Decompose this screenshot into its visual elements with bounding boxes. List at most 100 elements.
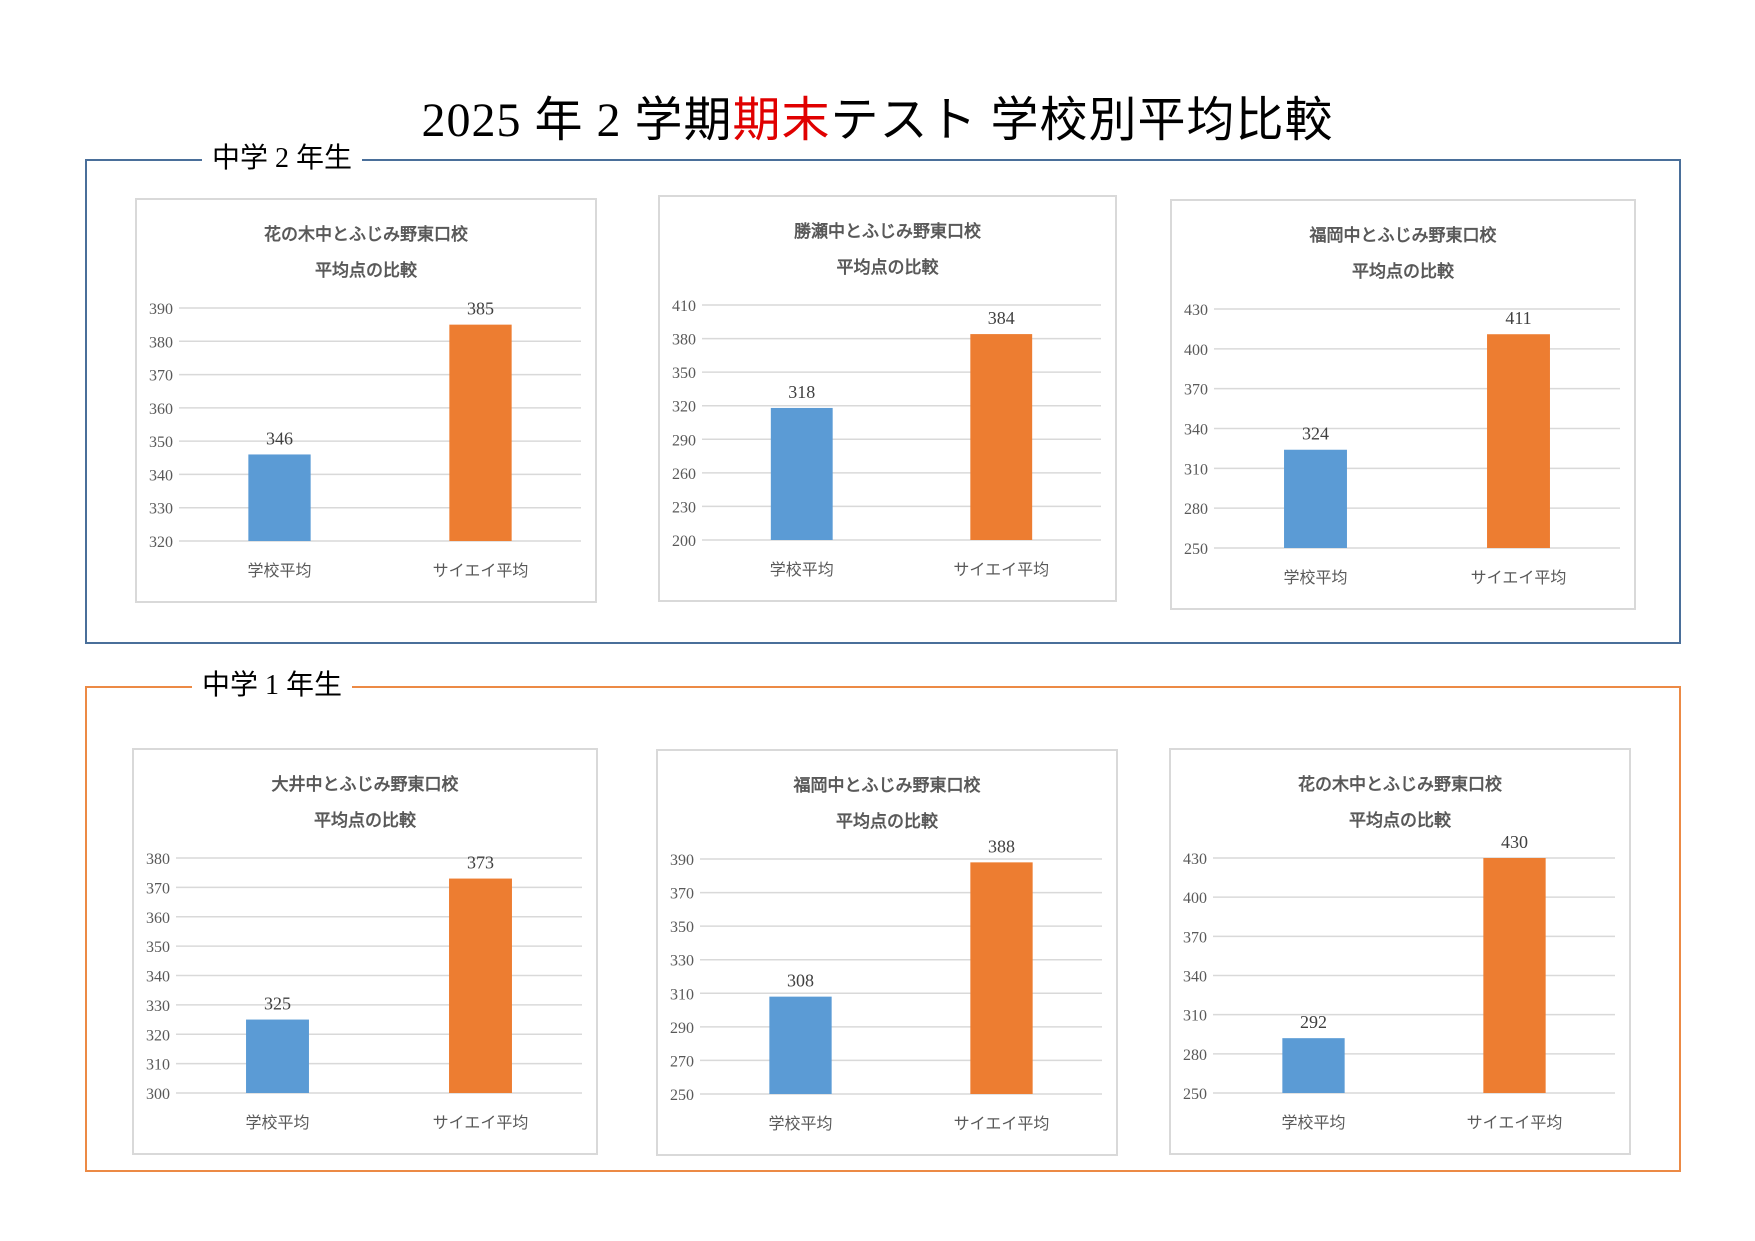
y-tick-label: 360 xyxy=(149,401,173,418)
y-tick-label: 380 xyxy=(672,332,696,349)
y-tick-label: 380 xyxy=(146,851,170,868)
y-tick-label: 390 xyxy=(670,852,694,869)
chart-2: 勝瀬中とふじみ野東口校 平均点の比較 200 230 260 290 320 350 380… xyxy=(658,195,1117,602)
title-part3: テスト 学校別平均比較 xyxy=(830,94,1334,147)
group-label: 中学 2 年生 xyxy=(202,141,363,177)
y-tick-label: 400 xyxy=(1184,342,1208,359)
chart-1: 花の木中とふじみ野東口校 平均点の比較 320 330 340 350 360 370 38… xyxy=(135,198,597,603)
data-label: 318 xyxy=(788,382,815,402)
chart-plot: 250 280 310 340 370 400 430 292 学校平均 430 サイエイ平均 xyxy=(1183,832,1615,1132)
chart-title: 勝瀬中とふじみ野東口校 xyxy=(794,222,981,242)
y-tick-label: 200 xyxy=(672,533,696,550)
y-tick-label: 350 xyxy=(146,939,170,956)
data-label: 346 xyxy=(266,428,293,448)
chart-6: 花の木中とふじみ野東口校 平均点の比較 250 280 310 340 370 400 43… xyxy=(1169,748,1631,1155)
chart-title: 福岡中とふじみ野東口校 xyxy=(793,776,981,796)
chart-plot: 320 330 340 350 360 370 380 390 346 学校平均 385 サイエイ平均 xyxy=(149,299,581,580)
y-tick-label: 430 xyxy=(1183,851,1207,868)
data-label: 430 xyxy=(1501,832,1528,852)
y-tick-label: 350 xyxy=(670,919,694,936)
x-category-label: 学校平均 xyxy=(245,1113,309,1132)
y-tick-label: 270 xyxy=(670,1053,694,1070)
chart-3: 福岡中とふじみ野東口校 平均点の比較 250 280 310 340 370 400 430… xyxy=(1170,199,1636,610)
y-tick-label: 380 xyxy=(149,334,173,351)
y-tick-label: 340 xyxy=(146,969,170,986)
y-tick-label: 370 xyxy=(1184,382,1208,399)
y-tick-label: 310 xyxy=(670,986,694,1003)
bar-saiei-average xyxy=(1483,858,1546,1093)
x-category-label: サイエイ平均 xyxy=(433,1113,529,1132)
y-tick-label: 310 xyxy=(146,1057,170,1074)
page-title: 2025 年 2 学期期末テスト 学校別平均比較 xyxy=(0,80,1755,150)
chart-plot: 200 230 260 290 320 350 380 410 318 学校平均 384 サイエイ平均 xyxy=(672,298,1101,579)
chart-subtitle: 平均点の比較 xyxy=(314,811,416,831)
title-highlight: 期末 xyxy=(732,94,831,147)
y-tick-label: 320 xyxy=(672,399,696,416)
chart-plot: 300 310 320 330 340 350 360 370 380 325 学校平均 373 サイエ… xyxy=(146,851,582,1132)
x-category-label: サイエイ平均 xyxy=(433,561,529,580)
y-tick-label: 340 xyxy=(149,467,173,484)
bar-school-average xyxy=(246,1019,309,1093)
title-part1: 2025 年 2 学期 xyxy=(421,94,733,147)
chart-title: 花の木中とふじみ野東口校 xyxy=(1298,775,1502,795)
group-grade2: 中学 2 年生 xyxy=(85,141,1681,644)
data-label: 324 xyxy=(1302,424,1329,444)
bar-saiei-average xyxy=(970,334,1033,540)
x-category-label: 学校平均 xyxy=(247,561,311,580)
chart-subtitle: 平均点の比較 xyxy=(1352,262,1454,282)
y-tick-label: 250 xyxy=(670,1087,694,1104)
chart-subtitle: 平均点の比較 xyxy=(836,258,939,278)
y-tick-label: 250 xyxy=(1183,1086,1207,1103)
data-label: 292 xyxy=(1300,1012,1327,1032)
y-tick-label: 330 xyxy=(670,953,694,970)
x-category-label: サイエイ平均 xyxy=(1467,1113,1563,1132)
y-tick-label: 250 xyxy=(1184,541,1208,558)
x-category-label: サイエイ平均 xyxy=(953,560,1049,579)
group-grade1: 中学 1 年生 xyxy=(85,668,1681,1172)
x-category-label: サイエイ平均 xyxy=(1471,568,1567,587)
chart-subtitle: 平均点の比較 xyxy=(315,261,417,281)
y-tick-label: 350 xyxy=(672,365,696,382)
y-tick-label: 370 xyxy=(1183,929,1207,946)
bar-school-average xyxy=(1282,1038,1345,1093)
y-tick-label: 360 xyxy=(146,910,170,927)
y-tick-label: 350 xyxy=(149,434,173,451)
y-tick-label: 400 xyxy=(1183,890,1207,907)
bar-saiei-average xyxy=(449,324,512,541)
data-label: 385 xyxy=(467,299,494,319)
bar-school-average xyxy=(248,454,311,541)
bar-school-average xyxy=(1284,449,1347,548)
x-category-label: 学校平均 xyxy=(770,560,834,579)
data-label: 325 xyxy=(264,994,291,1014)
y-tick-label: 370 xyxy=(146,880,170,897)
bar-saiei-average xyxy=(449,878,512,1093)
y-tick-label: 340 xyxy=(1184,422,1208,439)
y-tick-label: 320 xyxy=(149,534,173,551)
chart-4: 大井中とふじみ野東口校 平均点の比較 300 310 320 330 340 350 360… xyxy=(132,748,598,1155)
chart-title: 大井中とふじみ野東口校 xyxy=(271,775,459,795)
y-tick-label: 300 xyxy=(146,1086,170,1103)
data-label: 411 xyxy=(1505,308,1531,328)
y-tick-label: 310 xyxy=(1183,1008,1207,1025)
chart-title: 花の木中とふじみ野東口校 xyxy=(264,225,468,245)
group-label: 中学 1 年生 xyxy=(192,668,353,704)
chart-subtitle: 平均点の比較 xyxy=(836,812,938,832)
chart-subtitle: 平均点の比較 xyxy=(1349,811,1451,831)
bar-saiei-average xyxy=(970,862,1033,1094)
chart-plot: 250 280 310 340 370 400 430 324 学校平均 411 サイエイ平均 xyxy=(1184,302,1620,587)
y-tick-label: 340 xyxy=(1183,969,1207,986)
chart-5: 福岡中とふじみ野東口校 平均点の比較 250 270 290 310 330 350 370… xyxy=(656,749,1118,1156)
y-tick-label: 230 xyxy=(672,499,696,516)
bar-school-average xyxy=(770,407,833,540)
y-tick-label: 320 xyxy=(146,1027,170,1044)
bar-school-average xyxy=(769,996,832,1094)
x-category-label: 学校平均 xyxy=(1281,1113,1345,1132)
x-category-label: サイエイ平均 xyxy=(954,1114,1050,1133)
data-label: 388 xyxy=(988,836,1015,856)
x-category-label: 学校平均 xyxy=(1283,568,1347,587)
y-tick-label: 390 xyxy=(149,301,173,318)
data-label: 384 xyxy=(988,308,1015,328)
chart-plot: 250 270 290 310 330 350 370 390 308 学校平均 388 サイエイ平均 xyxy=(670,836,1102,1133)
data-label: 308 xyxy=(787,971,814,991)
chart-title: 福岡中とふじみ野東口校 xyxy=(1309,226,1497,246)
